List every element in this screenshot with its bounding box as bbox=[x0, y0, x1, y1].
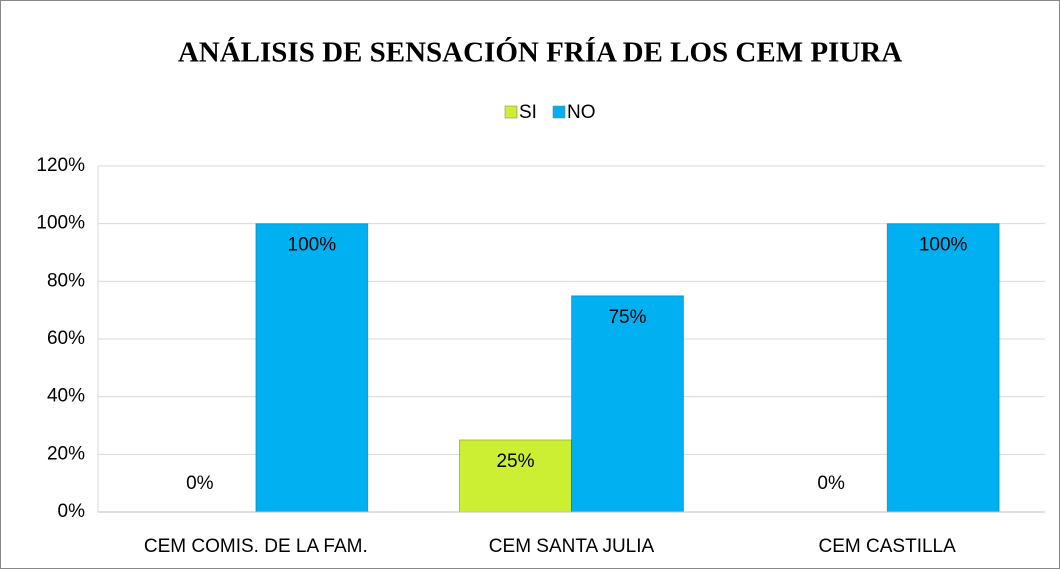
chart-title: ANÁLISIS DE SENSACIÓN FRÍA DE LOS CEM PI… bbox=[178, 36, 902, 69]
bar bbox=[571, 295, 684, 513]
bar bbox=[459, 439, 572, 513]
y-tick-label: 20% bbox=[47, 443, 85, 464]
y-tick-label: 100% bbox=[36, 213, 85, 234]
data-label: 75% bbox=[608, 307, 646, 328]
x-tick-label: CEM SANTA JULIA bbox=[489, 536, 655, 557]
data-label: 100% bbox=[919, 235, 968, 256]
data-label: 0% bbox=[817, 473, 845, 494]
data-label: 25% bbox=[496, 451, 534, 472]
x-tick-label: CEM CASTILLA bbox=[819, 536, 957, 557]
y-tick-label: 60% bbox=[47, 328, 85, 349]
x-tick-label: CEM COMIS. DE LA FAM. bbox=[144, 536, 368, 557]
legend-label: NO bbox=[567, 102, 596, 123]
legend-swatch bbox=[552, 105, 566, 119]
y-tick-label: 40% bbox=[47, 386, 85, 407]
legend-swatch bbox=[504, 105, 518, 119]
y-tick-label: 80% bbox=[47, 270, 85, 291]
bar bbox=[886, 223, 1000, 513]
data-label: 0% bbox=[186, 473, 214, 494]
bar bbox=[255, 223, 369, 513]
legend-label: SI bbox=[519, 102, 537, 123]
y-tick-label: 0% bbox=[58, 501, 86, 522]
y-tick-label: 120% bbox=[36, 155, 85, 176]
data-label: 100% bbox=[288, 235, 337, 256]
